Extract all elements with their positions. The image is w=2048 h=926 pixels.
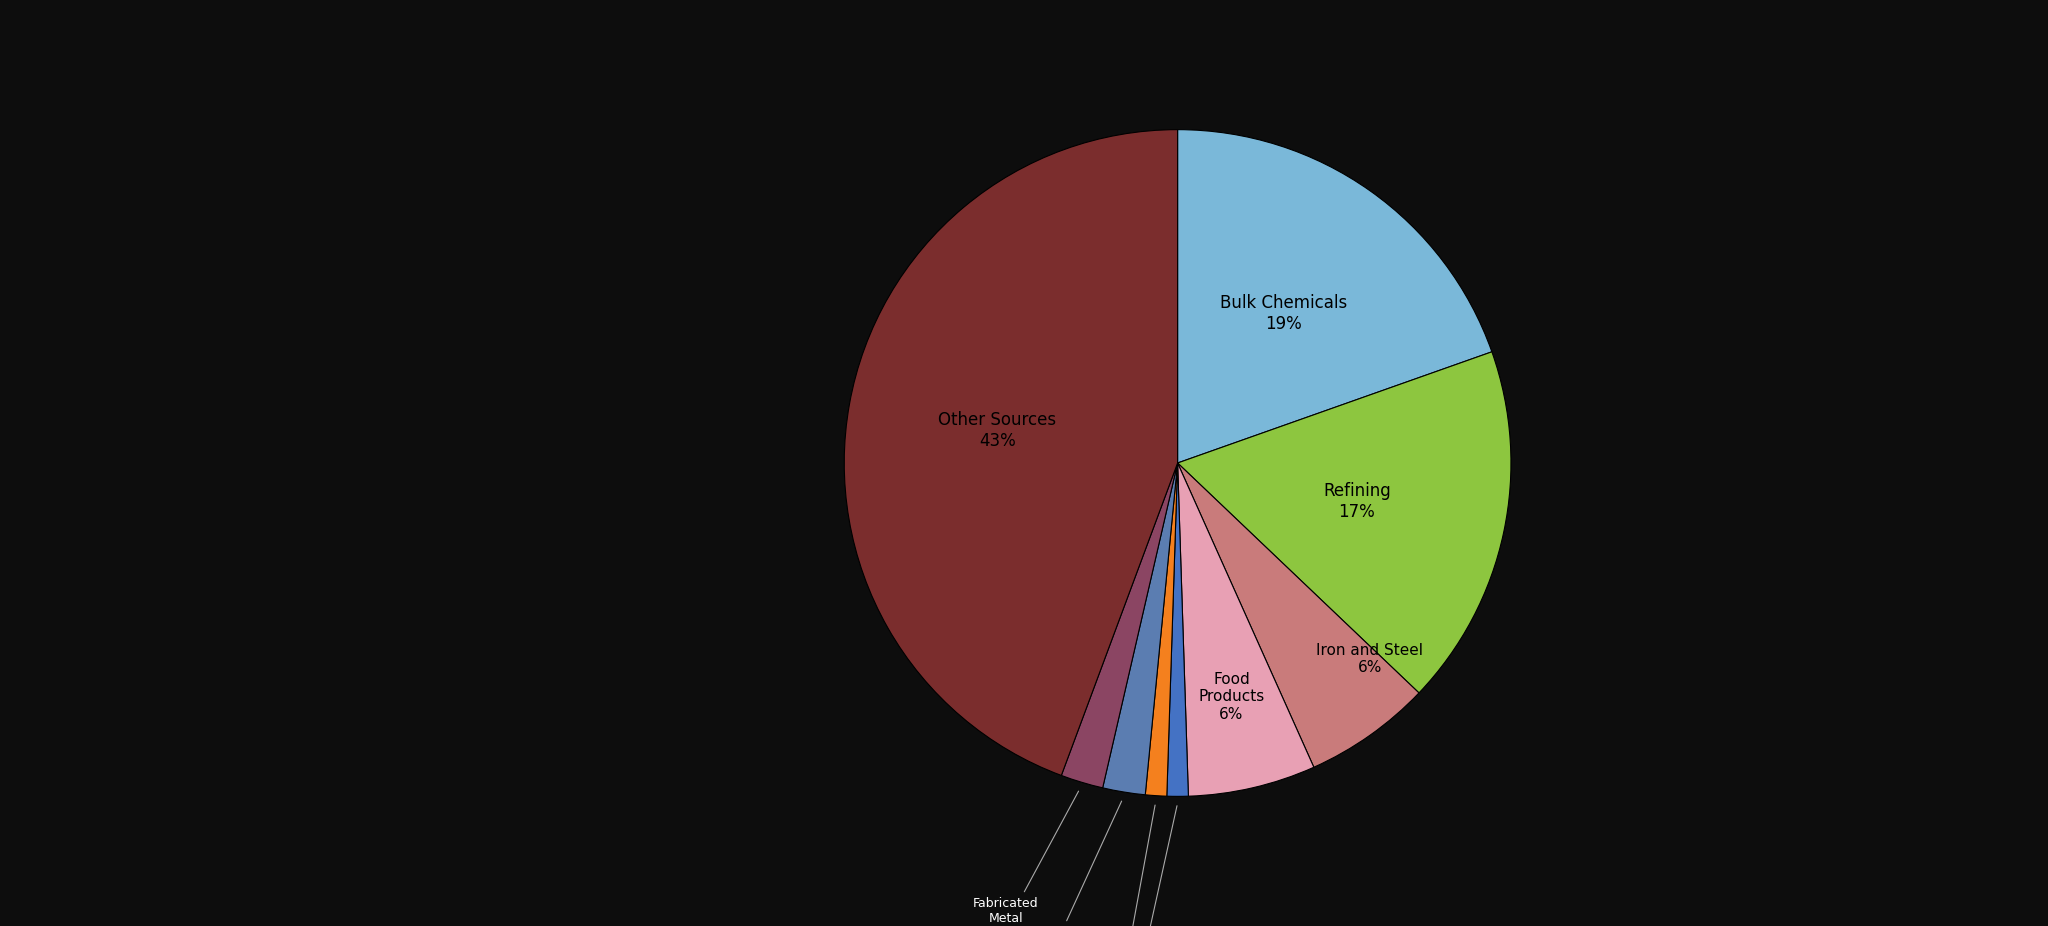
Text: Food
Products
6%: Food Products 6% xyxy=(1198,672,1266,721)
Text: Iron and Steel
6%: Iron and Steel 6% xyxy=(1317,643,1423,675)
Text: Refining
17%: Refining 17% xyxy=(1323,482,1391,520)
Wedge shape xyxy=(1178,463,1315,796)
Text: Other Sources
43%: Other Sources 43% xyxy=(938,411,1057,450)
Wedge shape xyxy=(844,130,1178,775)
Text: Bulk Chemicals
19%: Bulk Chemicals 19% xyxy=(1221,294,1348,332)
Wedge shape xyxy=(1102,463,1178,795)
Wedge shape xyxy=(1145,463,1178,796)
Wedge shape xyxy=(1178,463,1419,768)
Text: Glass
1%: Glass 1% xyxy=(1112,805,1155,926)
Wedge shape xyxy=(1167,463,1188,796)
Text: Aluminum
1%: Aluminum 1% xyxy=(1114,806,1178,926)
Wedge shape xyxy=(1178,352,1511,693)
Wedge shape xyxy=(1061,463,1178,788)
Text: Cement/Lime
2%: Cement/Lime 2% xyxy=(1016,801,1122,926)
Wedge shape xyxy=(1178,130,1491,463)
Text: Fabricated
Metal
Products
2%: Fabricated Metal Products 2% xyxy=(973,791,1079,926)
